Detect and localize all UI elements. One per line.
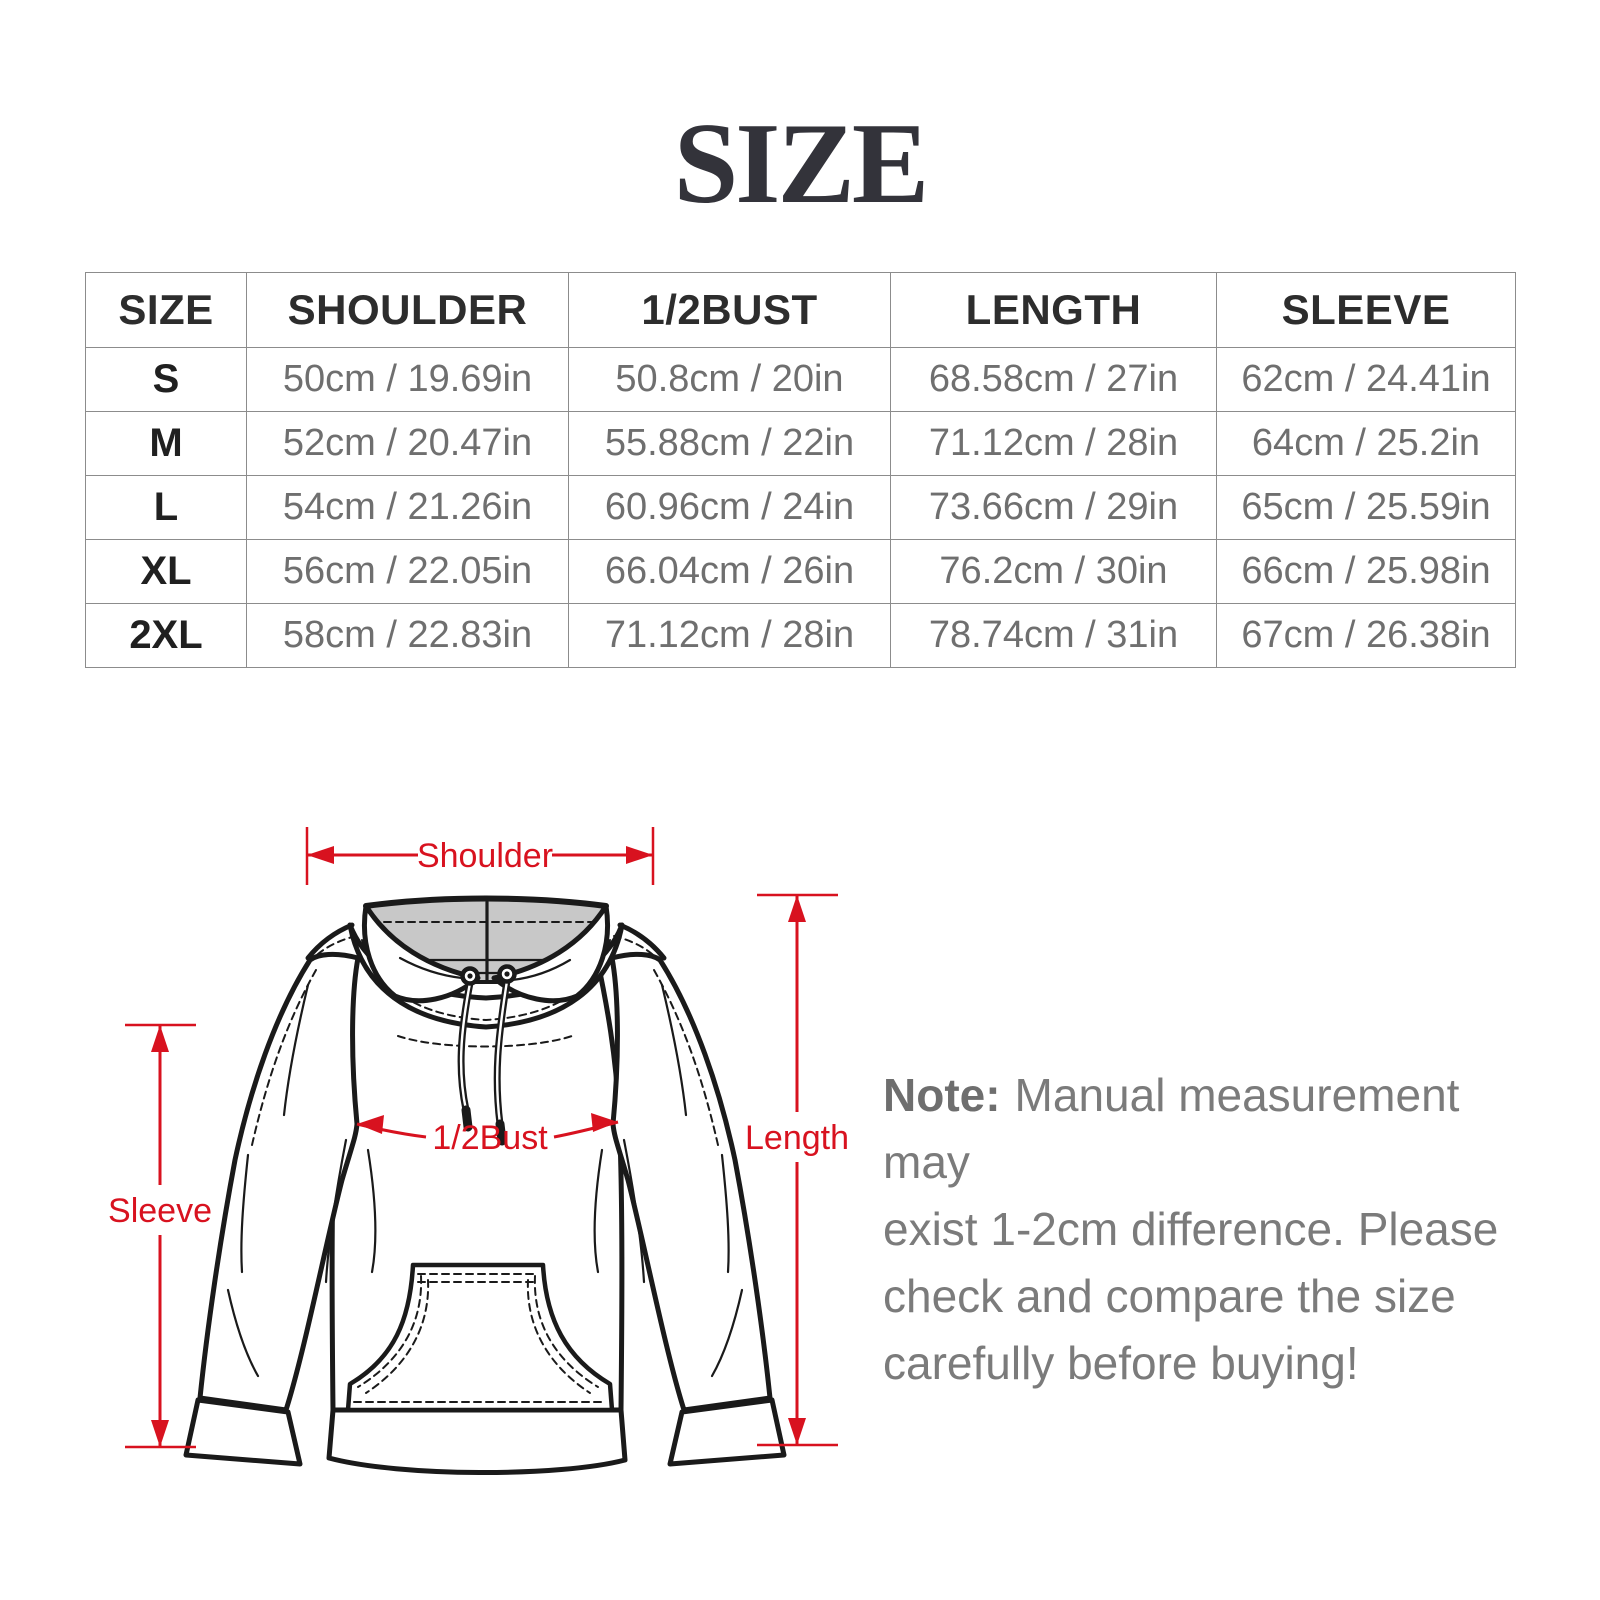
- aglet: [495, 1119, 507, 1146]
- cell-sleeve: 64cm / 25.2in: [1216, 411, 1516, 476]
- cell-shoulder: 52cm / 20.47in: [246, 411, 569, 476]
- measurement-note: Note: Manual measurement may exist 1-2cm …: [883, 1062, 1523, 1397]
- cell-bust: 60.96cm / 24in: [568, 475, 891, 540]
- left-cuff: [183, 1397, 303, 1467]
- size-table: SIZE SHOULDER 1/2BUST LENGTH SLEEVE S 50…: [85, 272, 1516, 668]
- pocket-stitch: [526, 1279, 591, 1394]
- table-row: L 54cm / 21.26in 60.96cm / 24in 73.66cm …: [85, 475, 1516, 540]
- sleeve-dimension-arrow: Sleeve: [108, 1023, 212, 1449]
- hoodie-line-art: [183, 895, 787, 1475]
- note-line: carefully before buying!: [883, 1337, 1359, 1389]
- cell-size: 2XL: [85, 603, 247, 668]
- right-sleeve: [609, 951, 773, 1413]
- cell-length: 78.74cm / 31in: [890, 603, 1217, 668]
- bust-label: 1/2Bust: [432, 1119, 548, 1157]
- sleeve-label: Sleeve: [108, 1192, 212, 1230]
- aglet: [461, 1105, 473, 1132]
- cell-size: XL: [85, 539, 247, 604]
- right-cuff: [667, 1397, 787, 1467]
- pocket-stitch: [365, 1279, 430, 1394]
- length-dimension-arrow: Length: [745, 893, 849, 1447]
- table-row: M 52cm / 20.47in 55.88cm / 22in 71.12cm …: [85, 411, 1516, 476]
- flap-fold-line: [510, 958, 572, 982]
- hood-flap-right: [491, 903, 611, 1004]
- shoulder-dimension-arrow: Shoulder: [305, 827, 655, 885]
- table-header-row: SIZE SHOULDER 1/2BUST LENGTH SLEEVE: [85, 272, 1516, 348]
- shoulder-seam-right: [617, 922, 667, 961]
- hem-band: [326, 1407, 628, 1475]
- header-sleeve: SLEEVE: [1216, 272, 1516, 348]
- cell-sleeve: 62cm / 24.41in: [1216, 347, 1516, 412]
- header-bust: 1/2BUST: [568, 272, 891, 348]
- wrinkle-line: [710, 1288, 744, 1378]
- page-title: SIZE: [673, 100, 929, 228]
- size-table-header: SIZE SHOULDER 1/2BUST LENGTH SLEEVE: [85, 272, 1516, 348]
- cell-size: L: [85, 475, 247, 540]
- shoulder-label: Shoulder: [417, 837, 553, 875]
- header-length: LENGTH: [890, 272, 1217, 348]
- cell-shoulder: 58cm / 22.83in: [246, 603, 569, 668]
- pocket-stitch: [533, 1275, 599, 1388]
- cell-sleeve: 65cm / 25.59in: [1216, 475, 1516, 540]
- wrinkle-line: [366, 1148, 377, 1274]
- cell-bust: 66.04cm / 26in: [568, 539, 891, 604]
- note-line: exist 1-2cm difference. Please: [883, 1203, 1499, 1255]
- stitch-line: [397, 1035, 573, 1048]
- cell-length: 76.2cm / 30in: [890, 539, 1217, 604]
- cell-bust: 55.88cm / 22in: [568, 411, 891, 476]
- drawstrings: [457, 977, 511, 1146]
- wrinkle-line: [240, 1153, 250, 1274]
- wrinkle-line: [226, 1288, 260, 1378]
- note-line: check and compare the size: [883, 1270, 1456, 1322]
- stitch-line: [653, 969, 719, 1146]
- cell-shoulder: 54cm / 21.26in: [246, 475, 569, 540]
- grommets: [460, 964, 517, 986]
- wrinkle-line: [324, 1138, 348, 1284]
- cell-shoulder: 56cm / 22.05in: [246, 539, 569, 604]
- cell-length: 73.66cm / 29in: [890, 475, 1217, 540]
- cell-bust: 71.12cm / 28in: [568, 603, 891, 668]
- kangaroo-pocket: [345, 1262, 615, 1413]
- header-size: SIZE: [85, 272, 247, 348]
- length-label: Length: [745, 1119, 849, 1157]
- wrinkle-line: [282, 983, 310, 1117]
- flap-fold-line: [398, 956, 464, 980]
- table-row: XL 56cm / 22.05in 66.04cm / 26in 76.2cm …: [85, 539, 1516, 604]
- cell-size: M: [85, 411, 247, 476]
- header-shoulder: SHOULDER: [246, 272, 569, 348]
- hood-top-edge: [363, 895, 609, 909]
- cell-sleeve: 66cm / 25.98in: [1216, 539, 1516, 604]
- wrinkle-line: [660, 983, 688, 1117]
- cell-length: 68.58cm / 27in: [890, 347, 1217, 412]
- table-row: S 50cm / 19.69in 50.8cm / 20in 68.58cm /…: [85, 347, 1516, 412]
- wrinkle-line: [593, 1148, 604, 1274]
- wrinkle-line: [622, 1138, 646, 1284]
- pocket-stitch: [357, 1275, 423, 1388]
- table-row: 2XL 58cm / 22.83in 71.12cm / 28in 78.74c…: [85, 603, 1516, 668]
- cell-size: S: [85, 347, 247, 412]
- note-prefix: Note:: [883, 1069, 1001, 1121]
- cell-bust: 50.8cm / 20in: [568, 347, 891, 412]
- shoulder-seam-left: [305, 922, 355, 961]
- cell-length: 71.12cm / 28in: [890, 411, 1217, 476]
- bust-dimension-arrow: 1/2Bust: [356, 1113, 619, 1157]
- cell-shoulder: 50cm / 19.69in: [246, 347, 569, 412]
- stitch-line: [251, 969, 317, 1146]
- cell-sleeve: 67cm / 26.38in: [1216, 603, 1516, 668]
- wrinkle-line: [720, 1153, 730, 1274]
- note-line: Manual measurement may: [883, 1069, 1460, 1188]
- hoodie-measurement-diagram: Shoulder 1/2Bust Sleeve Length: [108, 827, 849, 1475]
